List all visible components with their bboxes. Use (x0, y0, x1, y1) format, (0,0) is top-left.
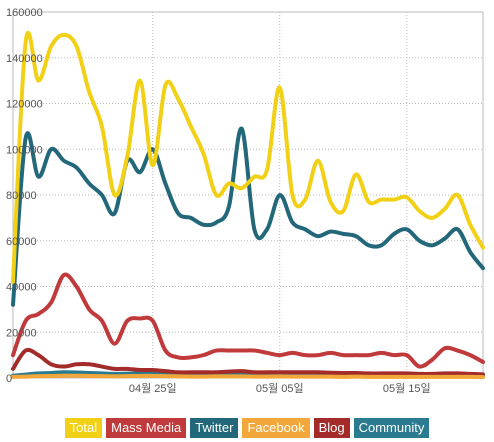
y-tick-label: 20000 (6, 327, 37, 339)
x-tick-label: 05월 15일 (383, 381, 431, 395)
legend-item-twitter[interactable]: Twitter (190, 418, 239, 438)
legend-item-mass-media[interactable]: Mass Media (106, 418, 187, 438)
y-tick-label: 80000 (6, 190, 37, 202)
y-tick-label: 160000 (6, 7, 43, 19)
legend-item-facebook[interactable]: Facebook (242, 418, 310, 438)
y-tick-label: 140000 (6, 53, 43, 65)
axis-labels: 0 20000 40000 60000 80000 100000 120000 140000 1… (6, 7, 431, 395)
y-tick-label: 60000 (6, 236, 37, 248)
y-tick-label: 120000 (6, 99, 43, 111)
series-line-twitter (11, 126, 485, 307)
legend-item-blog[interactable]: Blog (313, 418, 350, 438)
legend-item-community[interactable]: Community (353, 418, 430, 438)
legend-item-total[interactable]: Total (64, 418, 103, 438)
y-tick-label: 0 (6, 373, 12, 385)
y-tick-label: 40000 (6, 282, 37, 294)
series-line-blog (11, 347, 485, 377)
y-tick-label: 100000 (6, 144, 43, 156)
x-tick-label: 04월 25일 (129, 381, 177, 395)
line-chart: 0 20000 40000 60000 80000 100000 120000 140000 1… (6, 7, 485, 395)
series-line-mass-media (11, 272, 485, 369)
chart-legend: Total Mass Media Twitter Facebook Blog Commun… (0, 418, 494, 440)
series-line-total (11, 30, 485, 284)
series-line-facebook (11, 373, 485, 380)
x-tick-label: 05월 05일 (256, 381, 304, 395)
series-layer (11, 30, 485, 380)
